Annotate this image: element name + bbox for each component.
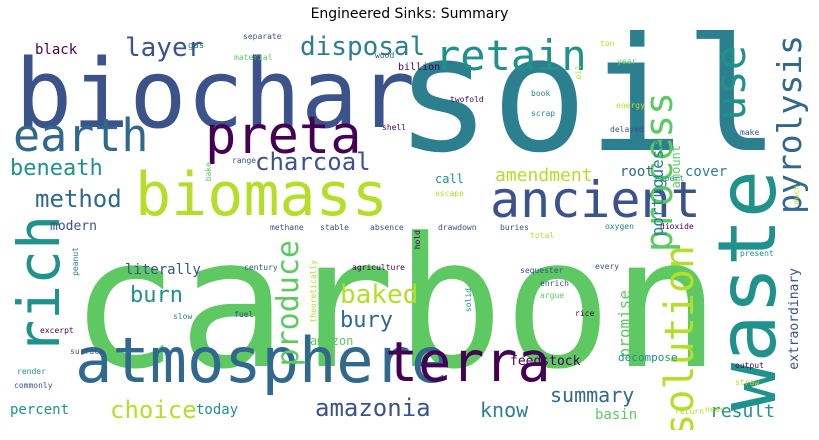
- word-earth: earth: [13, 109, 149, 162]
- word-stable: stable: [320, 223, 349, 232]
- word-oxygen: oxygen: [605, 222, 634, 231]
- word-straw: straw: [735, 378, 760, 387]
- word-extraordinary: extraordinary: [787, 268, 802, 370]
- word-surface: surface: [70, 347, 104, 356]
- word-percent: percent: [10, 402, 70, 418]
- word-argue: argue: [540, 291, 565, 300]
- word-rice: rice: [575, 309, 595, 318]
- word-book: book: [531, 89, 551, 98]
- word-delayed: delayed: [610, 125, 644, 134]
- word-theoretically: theoretically: [309, 260, 318, 323]
- word-layer: layer: [125, 33, 204, 63]
- word-black: black: [35, 42, 78, 58]
- word-separate: separate: [243, 32, 282, 41]
- word-solution: solution: [657, 245, 703, 430]
- word-literally: literally: [125, 262, 201, 278]
- word-choice: choice: [110, 396, 197, 424]
- word-call: call: [435, 172, 464, 186]
- word-shell: shell: [382, 123, 407, 132]
- word-summary: summary: [550, 383, 635, 407]
- word-render: render: [17, 367, 46, 376]
- word-sequester: sequester: [520, 266, 564, 275]
- word-burn: burn: [130, 283, 183, 308]
- word-dioxide: dioxide: [660, 222, 694, 231]
- word-fuel: fuel: [234, 310, 254, 319]
- word-buries: buries: [500, 223, 529, 232]
- word-methane: methane: [270, 223, 304, 232]
- word-billion: billion: [398, 62, 441, 73]
- word-hold: hold: [413, 230, 422, 250]
- word-year: year: [617, 57, 637, 66]
- word-agriculture: agriculture: [352, 263, 405, 272]
- word-amazonia: amazonia: [315, 394, 431, 422]
- word-slow: slow: [173, 312, 193, 321]
- word-near: near: [705, 405, 725, 414]
- word-ton: ton: [600, 39, 615, 48]
- word-carbon: carbon: [70, 200, 721, 409]
- word-promise: promise: [615, 290, 634, 358]
- word-gas: gas: [188, 41, 205, 51]
- word-output: output: [735, 361, 764, 370]
- word-commonly: commonly: [14, 381, 53, 390]
- word-result: result: [710, 401, 776, 422]
- word-peanut: peanut: [71, 247, 80, 276]
- word-bake: bake: [204, 162, 213, 182]
- word-basin: basin: [595, 407, 638, 423]
- word-make: make: [740, 128, 760, 137]
- word-atmosphere: atmosphere: [75, 324, 449, 397]
- word-amendment: amendment: [495, 165, 593, 186]
- word-produce: produce: [271, 240, 306, 367]
- word-scrap: scrap: [531, 109, 556, 118]
- word-return: return: [675, 407, 704, 416]
- word-escape: escape: [435, 189, 464, 198]
- word-expert: expert: [655, 174, 684, 183]
- word-absence: absence: [370, 223, 404, 232]
- word-soil: soil: [395, 30, 781, 188]
- chart-title: Engineered Sinks: Summary: [310, 6, 509, 22]
- word-beneath: beneath: [10, 156, 103, 181]
- word-modern: modern: [50, 219, 97, 234]
- word-decompose: decompose: [618, 351, 678, 364]
- word-every: every: [595, 262, 620, 271]
- word-today: today: [196, 402, 239, 418]
- word-excerpt: excerpt: [40, 326, 74, 335]
- word-disposal: disposal: [300, 32, 426, 62]
- word-preta: preta: [205, 106, 362, 166]
- word-amazon: amazon: [310, 334, 354, 348]
- word-biochar: biochar: [15, 40, 416, 150]
- word-baked: baked: [340, 280, 419, 310]
- word-present: present: [740, 249, 774, 258]
- word-feedstock: feedstock: [510, 354, 581, 369]
- word-wood: wood: [375, 51, 395, 60]
- word-use: use: [706, 45, 755, 121]
- word-century: century: [244, 263, 278, 272]
- word-drawdown: drawdown: [438, 223, 477, 232]
- word-pyrolysis: pyrolysis: [770, 35, 809, 214]
- word-total: total: [530, 231, 555, 240]
- word-material: material: [234, 53, 273, 62]
- word-cover: cover: [685, 164, 728, 180]
- word-terra: terra: [385, 330, 551, 394]
- word-solid: solid: [464, 288, 473, 313]
- word-method: method: [35, 185, 122, 213]
- word-biomass: biomass: [135, 160, 388, 230]
- word-oil: oil: [574, 65, 583, 80]
- word-charcoal: charcoal: [255, 148, 371, 176]
- word-energy: energy: [616, 101, 645, 110]
- word-cloud: carbon soil biochar atmosphere waste biomass p…: [10, 30, 809, 430]
- word-know: know: [480, 398, 529, 422]
- word-enrich: enrich: [540, 279, 569, 288]
- word-retain: retain: [435, 31, 587, 80]
- word-ancient: ancient: [490, 171, 701, 229]
- word-bury: bury: [340, 308, 393, 333]
- word-range: range: [232, 156, 257, 165]
- word-much: much: [792, 185, 801, 205]
- word-root: root: [620, 164, 654, 180]
- word-twofold: twofold: [450, 95, 484, 104]
